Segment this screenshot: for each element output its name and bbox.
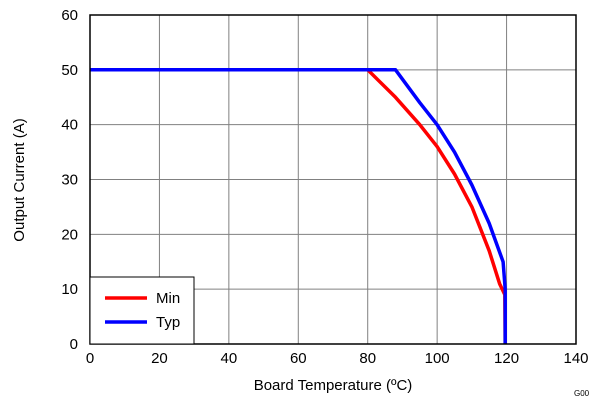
x-axis-title: Board Temperature (ºC) (254, 377, 413, 394)
y-tick-label: 30 (61, 172, 78, 189)
y-tick-label: 0 (70, 336, 78, 353)
legend-label-typ: Typ (156, 314, 180, 331)
legend: Min Typ (89, 276, 195, 345)
y-tick-label: 10 (61, 281, 78, 298)
legend-box (89, 276, 195, 345)
y-tick-label: 40 (61, 117, 78, 134)
x-tick-label: 40 (221, 350, 238, 367)
x-tick-label: 120 (494, 350, 519, 367)
x-tick-label: 0 (86, 350, 94, 367)
y-tick-label: 60 (61, 7, 78, 24)
x-tick-labels: 0 20 40 60 80 100 120 140 (86, 350, 589, 367)
x-tick-label: 80 (359, 350, 376, 367)
y-axis-title: Output Current (A) (11, 118, 28, 241)
y-tick-labels: 0 10 20 30 40 50 60 (61, 7, 78, 353)
series-line-min (90, 68, 507, 345)
y-tick-label: 50 (61, 62, 78, 79)
series-lines (90, 68, 507, 345)
figure-id: G00 (574, 389, 590, 396)
y-tick-label: 20 (61, 226, 78, 243)
x-tick-label: 60 (290, 350, 307, 367)
legend-label-min: Min (156, 290, 180, 307)
x-tick-label: 20 (151, 350, 168, 367)
x-tick-label: 100 (425, 350, 450, 367)
series-line-typ (90, 68, 507, 344)
plot-frame (89, 14, 577, 345)
x-tick-label: 140 (563, 350, 588, 367)
